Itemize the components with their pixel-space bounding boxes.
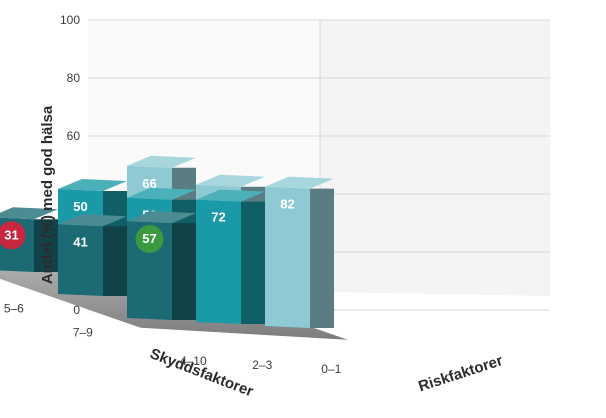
highlight-badge xyxy=(135,225,164,254)
bars: 665031695941827257 xyxy=(0,155,334,328)
bar-top xyxy=(127,155,196,168)
z-category-label: 4–10 xyxy=(180,354,207,368)
bar-side xyxy=(310,188,334,328)
bar-top xyxy=(58,214,127,227)
bar-4-10-7-9: 57 xyxy=(127,211,196,320)
bar-value-label: 82 xyxy=(280,197,294,212)
x-category-label: 7–9 xyxy=(73,326,93,340)
bar-front xyxy=(58,224,103,296)
bar-side xyxy=(241,201,265,324)
bar-value-label: 50 xyxy=(73,199,87,214)
y-tick-label: 0 xyxy=(73,303,80,317)
bar-0-1-7-9: 82 xyxy=(265,176,334,328)
bar-2-3-7-9: 72 xyxy=(196,189,265,324)
bar-side xyxy=(172,223,196,320)
x-category-label: 5–6 xyxy=(4,302,24,316)
highlight-badge xyxy=(0,221,26,250)
bar-side xyxy=(103,226,127,296)
bar-front xyxy=(196,199,241,324)
bar-side xyxy=(34,219,58,272)
y-tick-label: 100 xyxy=(60,13,80,27)
bar-4-10-5-6: 41 xyxy=(58,214,127,296)
bar-top xyxy=(196,174,265,187)
bar-value-label: 31 xyxy=(4,227,18,242)
z-category-label: 2–3 xyxy=(252,358,272,372)
right-wall xyxy=(320,20,550,296)
z-category-label: 0–1 xyxy=(321,362,341,376)
z-axis-title: Riskfaktorer xyxy=(416,352,505,395)
bar-top xyxy=(265,176,334,189)
z-axis-categories: 4–10 2–3 0–1 xyxy=(180,354,342,376)
bar-value-label: 66 xyxy=(142,176,156,191)
y-axis-title: Andel (%) med god hälsa xyxy=(39,105,56,284)
x-axis-categories: 7–95–60–4 xyxy=(4,302,93,340)
bar-top xyxy=(58,179,127,191)
y-tick-label: 60 xyxy=(67,129,81,143)
bar-top xyxy=(0,207,58,220)
bar-top xyxy=(196,189,265,202)
bar-value-label: 72 xyxy=(211,210,225,225)
bar-value-label: 57 xyxy=(142,231,156,246)
bar-front xyxy=(265,186,310,328)
bar-value-label: 41 xyxy=(73,234,87,249)
y-tick-label: 80 xyxy=(67,71,81,85)
bar-top xyxy=(127,187,196,200)
bar-4-10-0-4: 31 xyxy=(0,207,58,272)
bar-top xyxy=(127,211,196,224)
